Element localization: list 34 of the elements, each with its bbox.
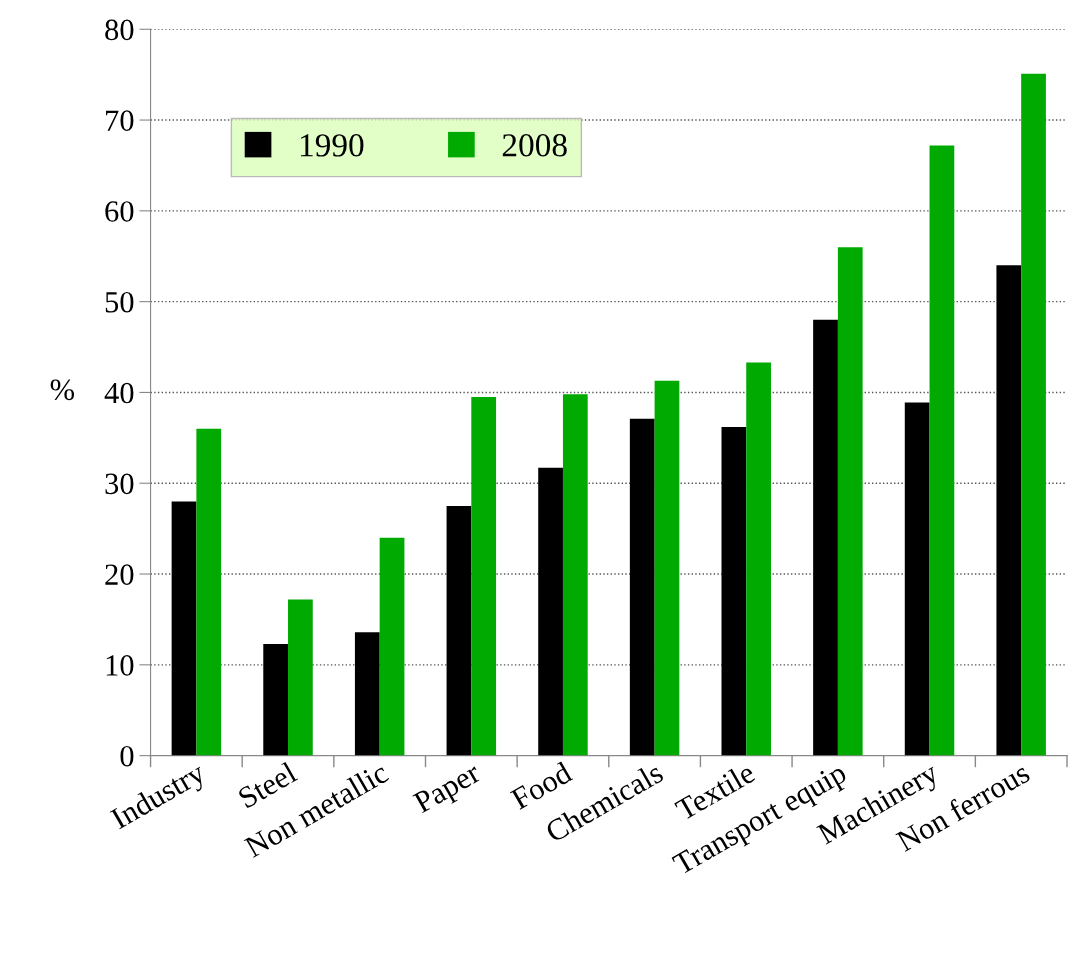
- bar: [562, 394, 588, 756]
- bar: [996, 265, 1022, 756]
- y-tick-label: 0: [120, 745, 134, 767]
- bar: [196, 428, 222, 756]
- legend-label: 1990: [300, 134, 364, 157]
- bar: [446, 505, 472, 756]
- y-tick-label: 10: [106, 655, 134, 676]
- x-tick-label: Steel: [236, 760, 299, 809]
- y-tick-label: 80: [105, 19, 134, 41]
- legend-label: 2008: [502, 134, 567, 157]
- y-axis-title: %: [50, 379, 75, 401]
- bar: [929, 145, 955, 756]
- bar: [654, 380, 680, 756]
- bar: [837, 247, 863, 756]
- y-tick-label: 60: [105, 201, 134, 222]
- y-tick-label: 50: [105, 291, 134, 313]
- bar: [629, 418, 655, 756]
- bar: [354, 632, 380, 756]
- bar: [813, 319, 838, 756]
- bar: [538, 467, 563, 756]
- y-tick-label: 40: [104, 382, 134, 404]
- bar: [171, 501, 197, 756]
- bar: [721, 426, 747, 756]
- bar: [904, 402, 930, 756]
- bar: [746, 362, 771, 756]
- x-tick-label: Paper: [412, 761, 485, 819]
- bar: [1021, 73, 1046, 756]
- bar: [471, 396, 497, 756]
- y-tick-label: 20: [105, 564, 134, 585]
- bar: [288, 599, 313, 756]
- y-tick-label: 30: [105, 473, 134, 495]
- y-tick-label: 70: [106, 110, 134, 131]
- bar: [263, 643, 289, 756]
- bar: [379, 537, 405, 756]
